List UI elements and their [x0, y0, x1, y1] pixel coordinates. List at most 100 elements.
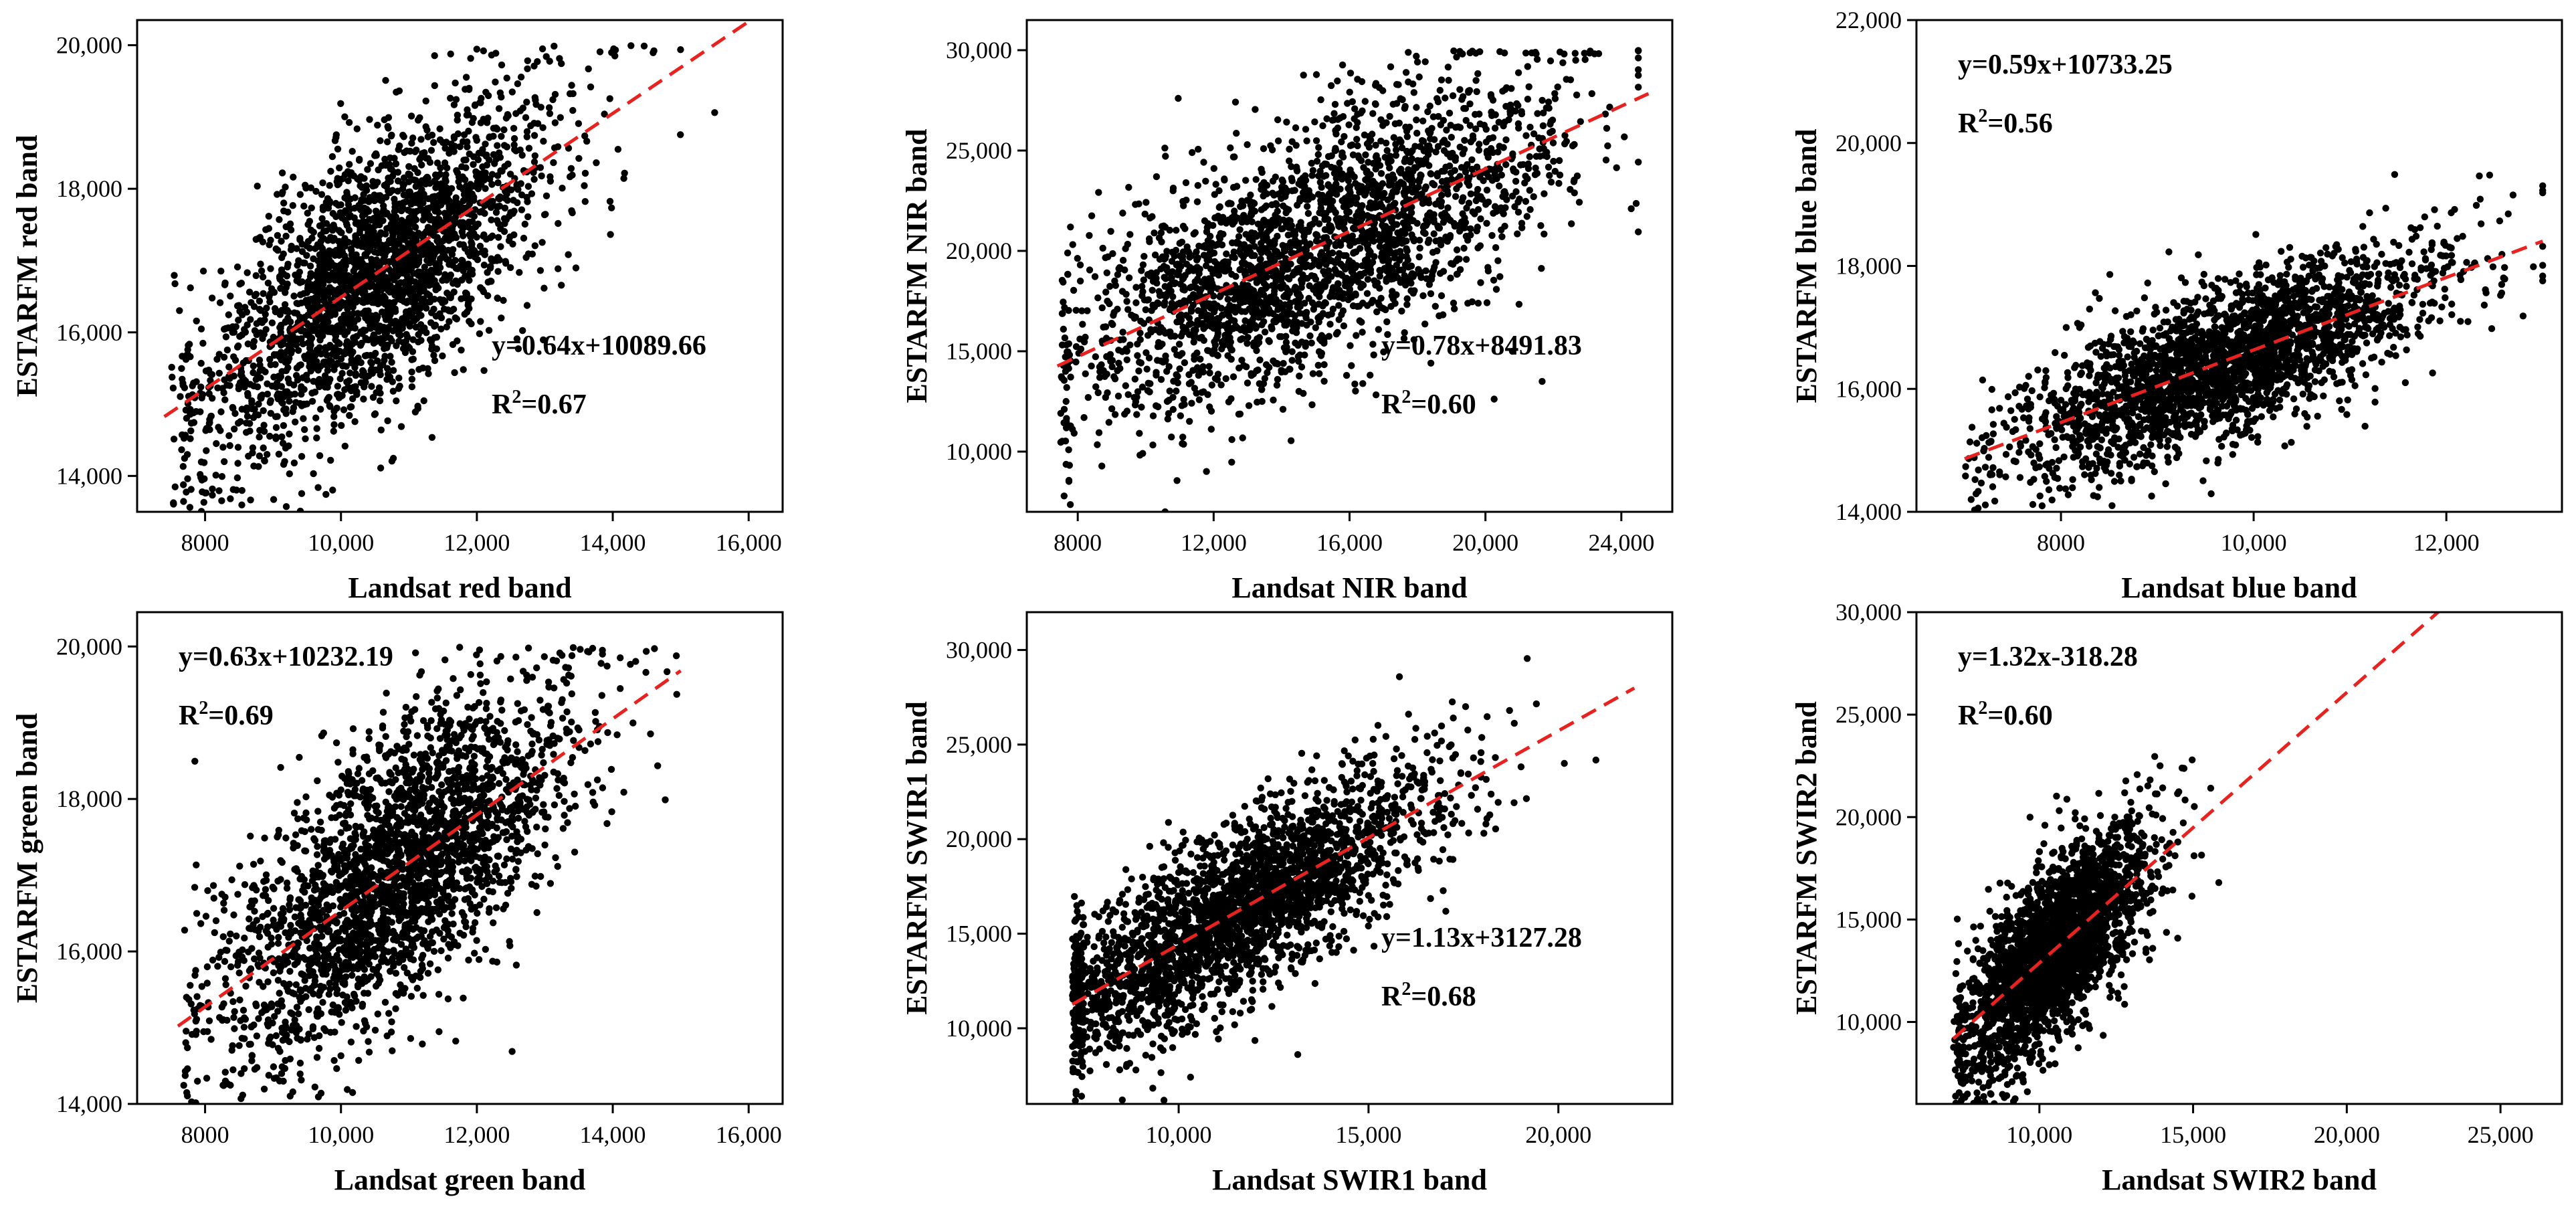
- scatter-point: [360, 191, 367, 198]
- scatter-point: [1274, 137, 1282, 145]
- scatter-point: [581, 169, 589, 177]
- scatter-point: [368, 268, 375, 275]
- scatter-point: [313, 378, 321, 385]
- scatter-point: [193, 317, 200, 324]
- scatter-point: [494, 179, 502, 187]
- scatter-point: [243, 321, 251, 329]
- scatter-point: [338, 212, 345, 220]
- scatter-point: [1446, 162, 1454, 170]
- scatter-point: [1228, 270, 1235, 278]
- scatter-point: [473, 233, 480, 241]
- scatter-point: [292, 271, 299, 279]
- scatter-point: [244, 340, 252, 348]
- scatter-point: [1510, 165, 1517, 173]
- x-tick-label: 8000: [181, 529, 229, 556]
- scatter-point: [454, 337, 461, 345]
- scatter-point: [1303, 137, 1310, 145]
- scatter-point: [1107, 357, 1114, 365]
- scatter-point: [484, 114, 492, 122]
- scatter-point: [1380, 348, 1387, 356]
- scatter-point: [1438, 76, 1446, 84]
- scatter-point: [1405, 49, 1412, 56]
- scatter-point: [1180, 395, 1187, 403]
- scatter-point: [1398, 307, 1405, 315]
- scatter-point: [470, 161, 477, 168]
- scatter-point: [1060, 298, 1067, 306]
- scatter-point: [1111, 277, 1118, 285]
- scatter-point: [1413, 52, 1420, 60]
- scatter-point: [1114, 271, 1122, 278]
- scatter-point: [460, 157, 468, 164]
- scatter-point: [1080, 413, 1088, 421]
- scatter-point: [1190, 230, 1197, 238]
- scatter-point: [1162, 153, 1169, 160]
- scatter-point: [263, 304, 270, 312]
- scatter-point: [256, 452, 264, 460]
- scatter-point: [1324, 153, 1332, 161]
- scatter-point: [379, 361, 387, 369]
- scatter-point: [1216, 293, 1223, 300]
- scatter-point: [1512, 177, 1520, 185]
- scatter-point: [399, 270, 407, 277]
- scatter-point: [1522, 132, 1530, 139]
- scatter-point: [1347, 200, 1355, 208]
- scatter-point: [1165, 410, 1173, 417]
- scatter-point: [482, 140, 489, 148]
- scatter-point: [1193, 284, 1200, 292]
- scatter-point: [1138, 282, 1146, 290]
- scatter-point: [1496, 143, 1503, 150]
- scatter-point: [495, 105, 503, 112]
- scatter-point: [1298, 363, 1306, 371]
- scatter-point: [1451, 167, 1458, 174]
- scatter-point: [1260, 311, 1267, 318]
- scatter-point: [319, 179, 326, 187]
- scatter-point: [1367, 199, 1374, 207]
- scatter-point: [1526, 206, 1534, 213]
- scatter-point: [484, 269, 491, 276]
- scatter-point: [330, 329, 338, 337]
- scatter-point: [1199, 363, 1207, 371]
- scatter-point: [1256, 356, 1264, 364]
- scatter-point: [1533, 169, 1541, 177]
- scatter-point: [1383, 119, 1390, 126]
- scatter-point: [290, 173, 297, 181]
- scatter-point: [383, 308, 390, 316]
- scatter-point: [435, 244, 443, 252]
- scatter-point: [349, 297, 356, 304]
- scatter-point: [521, 220, 528, 228]
- scatter-point: [236, 308, 243, 315]
- scatter-point: [1386, 112, 1393, 120]
- scatter-point: [1316, 370, 1323, 377]
- scatter-point: [1202, 262, 1210, 270]
- scatter-point: [428, 254, 435, 262]
- scatter-point: [1459, 50, 1466, 58]
- scatter-point: [199, 268, 207, 275]
- scatter-point: [1233, 183, 1241, 190]
- scatter-point: [296, 191, 304, 198]
- scatter-point: [485, 326, 493, 334]
- scatter-point: [454, 116, 461, 124]
- scatter-point: [1197, 355, 1204, 363]
- scatter-point: [402, 338, 409, 345]
- scatter-point: [572, 264, 580, 272]
- scatter-point: [1163, 248, 1171, 255]
- scatter-point: [1151, 229, 1158, 237]
- scatter-point: [1303, 241, 1311, 248]
- scatter-point: [231, 409, 239, 417]
- scatter-point: [1299, 189, 1307, 197]
- scatter-point: [1407, 280, 1415, 287]
- scatter-point: [1274, 232, 1281, 240]
- scatter-point: [1119, 209, 1126, 217]
- x-tick-label: 14,000: [580, 529, 646, 556]
- scatter-point: [435, 215, 443, 223]
- scatter-point: [1309, 370, 1317, 377]
- scatter-point: [1399, 219, 1407, 227]
- scatter-point: [1210, 165, 1218, 172]
- scatter-point: [1065, 476, 1073, 484]
- scatter-point: [348, 356, 355, 363]
- scatter-point: [568, 207, 575, 215]
- scatter-point: [1635, 159, 1642, 166]
- scatter-point: [1341, 215, 1349, 222]
- scatter-point: [1444, 150, 1451, 157]
- scatter-point: [1416, 143, 1424, 151]
